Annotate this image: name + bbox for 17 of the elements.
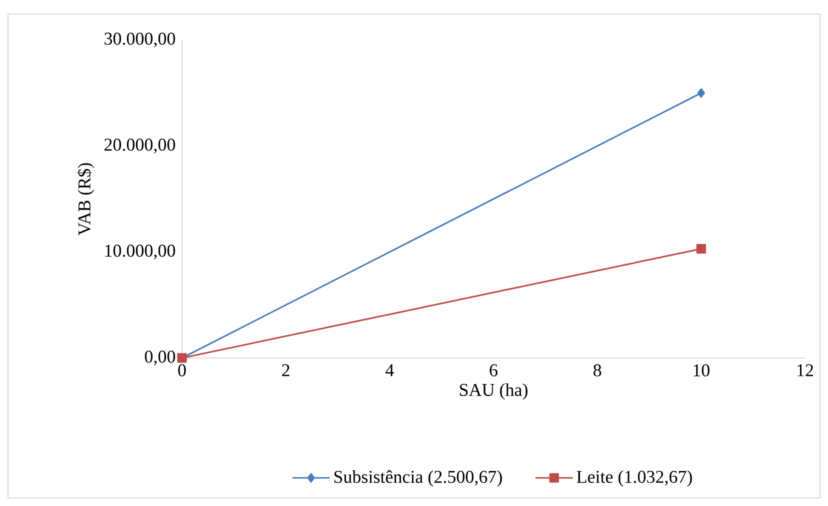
x-axis-title: SAU (ha)	[460, 383, 528, 400]
x-tick-label: 12	[798, 364, 814, 376]
x-tick-label: 4	[386, 364, 394, 376]
x-tick-label: 6	[490, 364, 498, 376]
y-tick-label: 30.000,00	[104, 32, 176, 48]
y-axis-title: VAB (R$)	[77, 163, 94, 236]
x-tick-label: 0	[178, 364, 186, 376]
y-tick-label: 20.000,00	[104, 138, 176, 154]
legend-label: Leite (1.032,67)	[576, 470, 692, 487]
y-tick-label: 0,00	[144, 350, 176, 366]
y-tick-label: 10.000,00	[105, 244, 176, 260]
point	[697, 88, 705, 98]
x-tick-label: 8	[594, 364, 602, 376]
point	[696, 244, 706, 254]
x-tick-label: 2	[282, 364, 290, 376]
x-tick-label: 10	[694, 364, 710, 376]
legend-label: Subsistência (2.500,67)	[334, 470, 502, 487]
